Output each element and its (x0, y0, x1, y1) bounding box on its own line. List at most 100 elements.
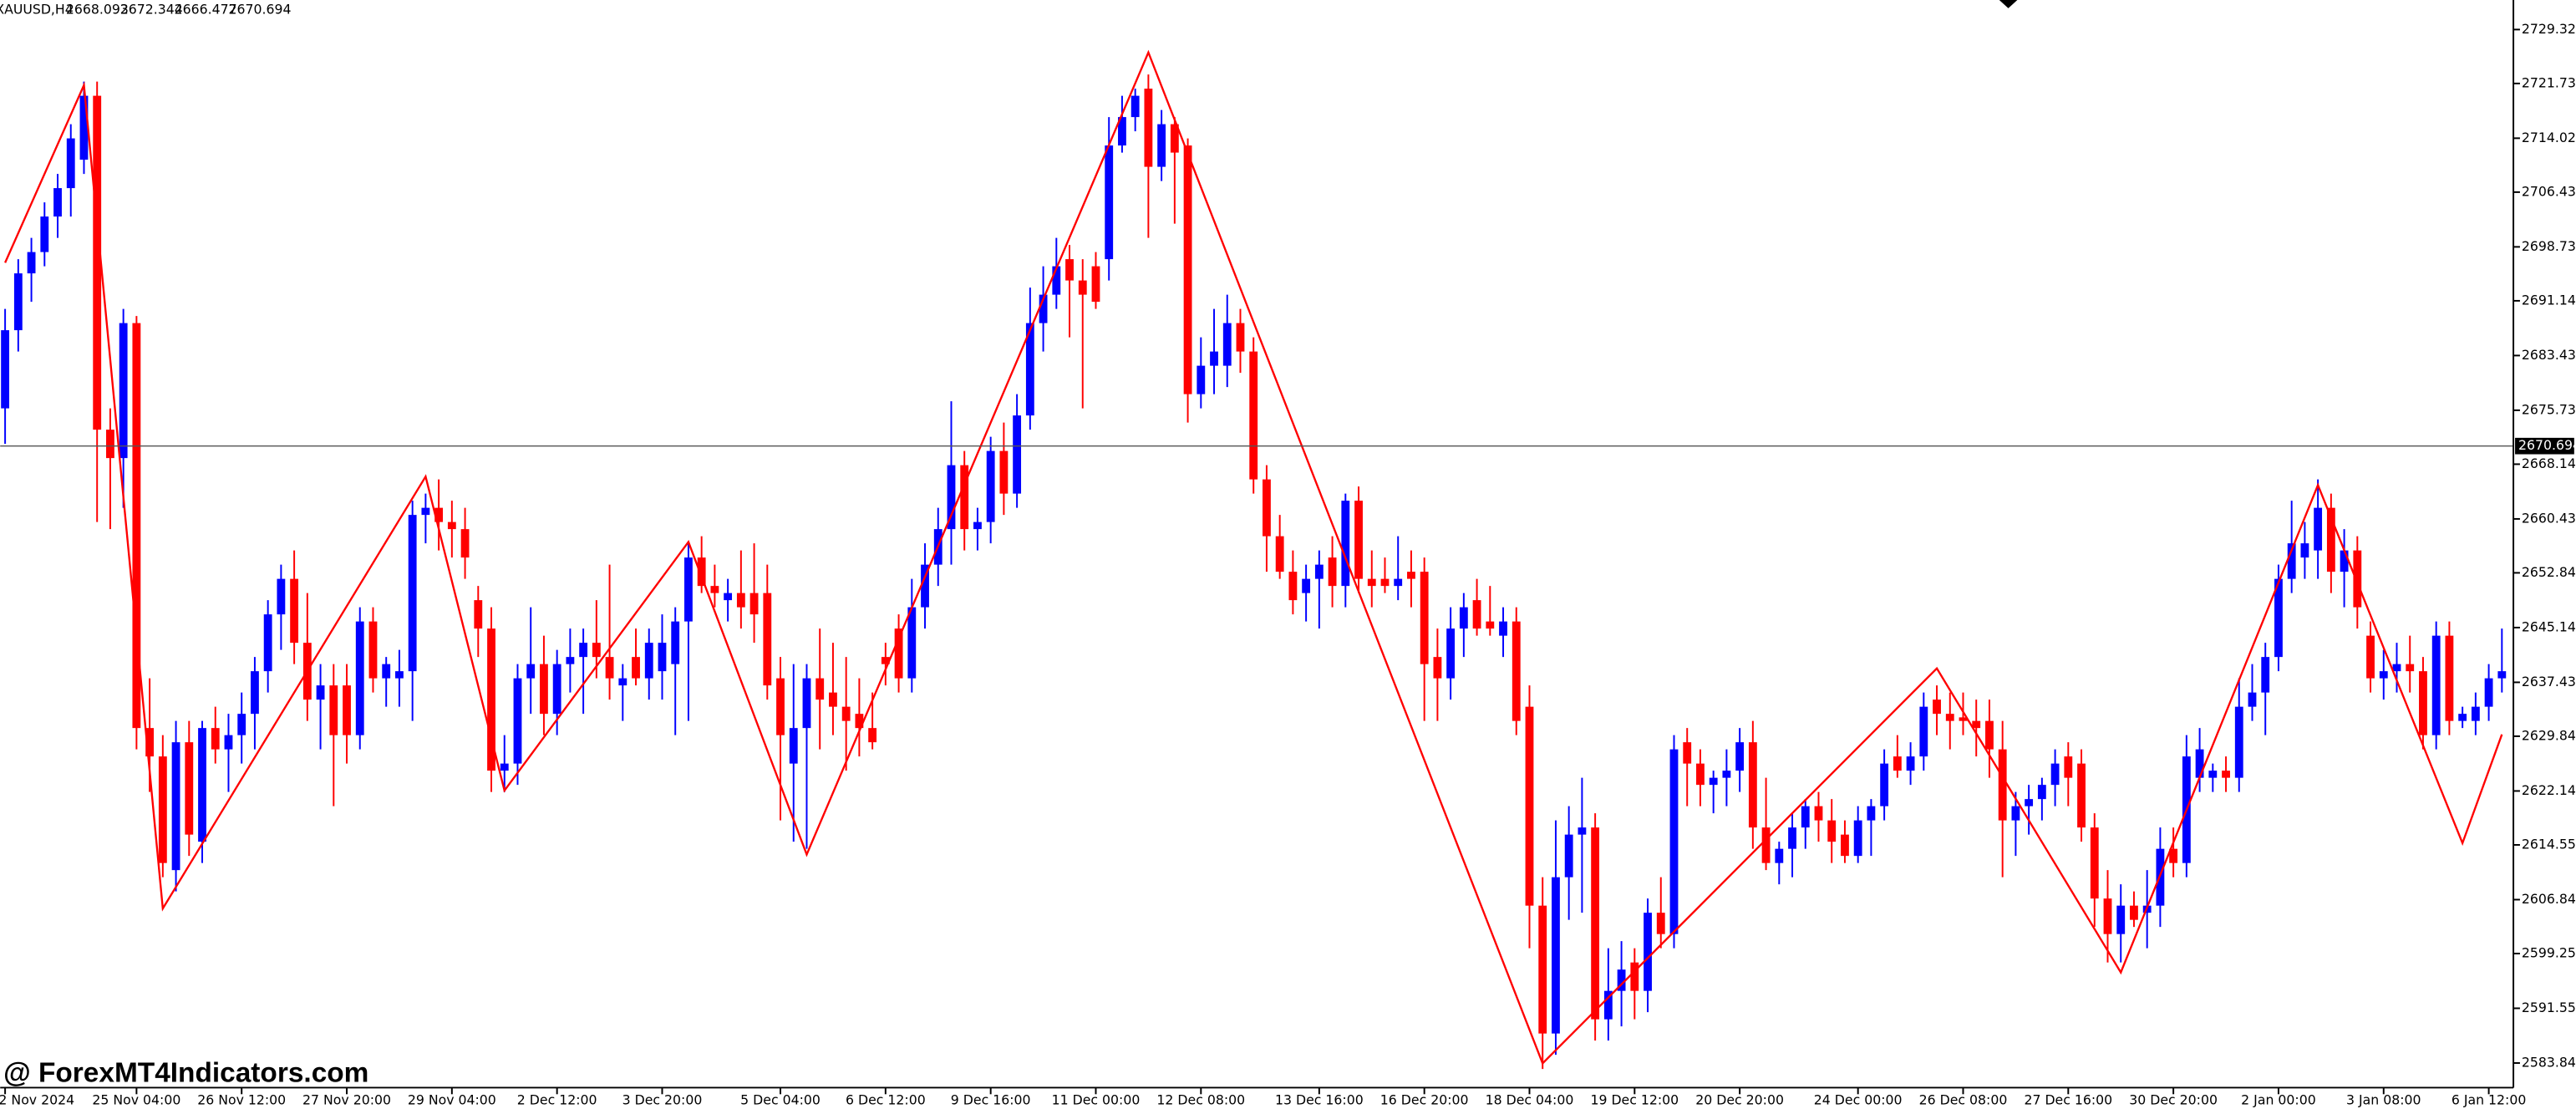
x-tick-label: 22 Nov 2024 (0, 1092, 74, 1108)
last-price-label: 2670.694 (2518, 437, 2576, 453)
x-tick-label: 20 Dec 20:00 (1695, 1092, 1784, 1108)
candle-body (171, 742, 180, 871)
candle-body (1775, 848, 1784, 863)
candle-body (1906, 756, 1915, 771)
candle-body (658, 643, 667, 672)
candle-body (1880, 763, 1889, 806)
candle-body (408, 515, 417, 672)
candle-body (1263, 479, 1271, 537)
candle-body (1945, 714, 1954, 721)
candles (0, 49, 2514, 1070)
candle-body (684, 557, 693, 622)
candle-body (2300, 543, 2309, 558)
candle-body (2392, 664, 2401, 672)
candle-body (2314, 507, 2323, 551)
candle-body (1748, 742, 1757, 828)
candle-body (2445, 635, 2454, 721)
candle-body (1933, 699, 1941, 715)
y-tick-label: 2622.140 (2522, 782, 2576, 798)
candle-body (224, 735, 233, 750)
candle-body (329, 685, 338, 735)
candle-body (749, 593, 759, 615)
candle-body (868, 728, 877, 743)
candle-body (447, 521, 456, 530)
x-tick-label: 26 Dec 08:00 (1919, 1092, 2008, 1108)
x-tick-label: 5 Dec 04:00 (740, 1092, 821, 1108)
candle-body (566, 657, 575, 664)
candle-body (13, 273, 23, 331)
candle-body (2011, 806, 2020, 821)
candle-body (1893, 756, 1902, 771)
candle-body (1380, 578, 1390, 587)
candle-body (1499, 621, 1507, 636)
candle-body (368, 621, 378, 679)
candle-body (1130, 95, 1140, 118)
y-tick-label: 2721.730 (2522, 74, 2576, 90)
candle-body (251, 671, 259, 715)
candle-body (2261, 657, 2270, 693)
candle-body (855, 714, 864, 729)
candle-body (1985, 720, 1994, 750)
candle-body (552, 664, 561, 715)
candle-body (1814, 806, 1823, 821)
candle-body (132, 323, 141, 729)
candle-body (93, 95, 102, 430)
candle-body (1722, 771, 1731, 778)
candle-body (947, 465, 956, 530)
candle-body (1367, 578, 1376, 587)
x-tick-label: 19 Dec 12:00 (1590, 1092, 1679, 1108)
candle-body (1314, 564, 1324, 579)
candle-body (724, 593, 733, 601)
candle-body (1446, 628, 1456, 679)
candle-body (789, 728, 798, 764)
candle-body (2353, 550, 2362, 608)
y-tick-label: 2706.435 (2522, 183, 2576, 199)
candle-body (474, 600, 483, 629)
candle-body (1696, 763, 1705, 786)
candle-body (1039, 294, 1048, 323)
candle-body (1841, 834, 1849, 857)
y-tick-label: 2599.255 (2522, 944, 2576, 960)
y-tick-label: 2683.435 (2522, 347, 2576, 363)
y-tick-label: 2591.550 (2522, 1000, 2576, 1015)
symbol-title: XAUUSD,H4 (0, 1, 74, 17)
candle-body (1157, 124, 1166, 167)
y-tick-label: 2729.320 (2522, 21, 2576, 37)
x-tick-label: 3 Dec 20:00 (622, 1092, 703, 1108)
y-tick-label: 2660.435 (2522, 510, 2576, 526)
candle-body (290, 578, 299, 644)
y-tick-label: 2629.845 (2522, 727, 2576, 743)
candle-body (1433, 657, 1442, 679)
candle-body (1853, 820, 1862, 857)
candle-body (1394, 578, 1403, 587)
candle-body (2406, 664, 2415, 672)
candle-body (1275, 536, 1284, 572)
candle-body (158, 756, 167, 863)
candle-body (644, 643, 653, 679)
candle-body (395, 671, 404, 679)
candle-body (1183, 145, 1192, 394)
candle-body (263, 614, 272, 672)
candle-body (592, 643, 601, 658)
y-tick-label: 2652.845 (2522, 564, 2576, 580)
ohlc-high: 2672.344 (120, 1, 183, 17)
candle-body (1472, 600, 1481, 629)
candle-body (2195, 749, 2204, 778)
candle-body (40, 216, 49, 252)
candle-body (960, 465, 969, 530)
candle-body (1197, 365, 1206, 394)
candle-body (763, 593, 772, 686)
candle-body (802, 678, 811, 729)
candle-body (500, 763, 509, 771)
last-price-box (2515, 437, 2574, 455)
candle-body (1591, 827, 1600, 1020)
candle-body (829, 692, 837, 707)
y-tick-label: 2614.550 (2522, 836, 2576, 852)
candle-body (815, 678, 825, 700)
candle-body (1025, 323, 1034, 416)
candle-body (881, 657, 890, 664)
axis-layer (4, 28, 2520, 1095)
candle-body (460, 529, 470, 558)
candle-body (277, 578, 286, 615)
